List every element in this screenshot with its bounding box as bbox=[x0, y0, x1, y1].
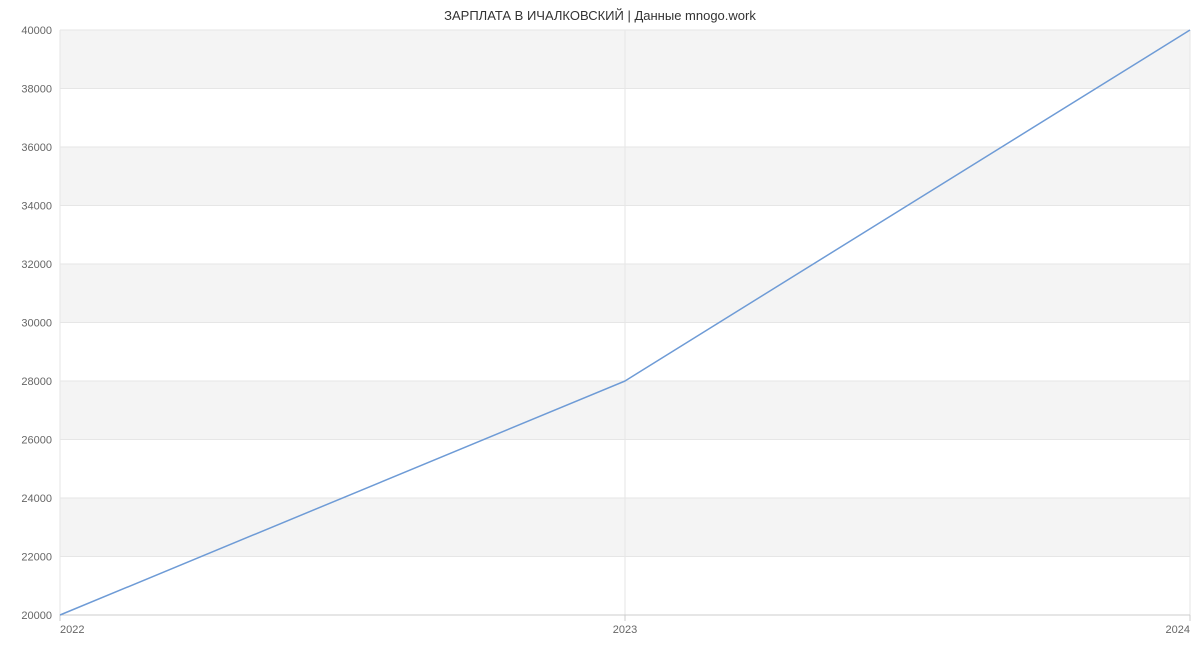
y-tick-label: 38000 bbox=[21, 84, 52, 96]
y-tick-label: 34000 bbox=[21, 201, 52, 213]
y-tick-label: 40000 bbox=[21, 25, 52, 37]
y-tick-label: 32000 bbox=[21, 259, 52, 271]
y-tick-label: 26000 bbox=[21, 435, 52, 447]
x-tick-label: 2022 bbox=[60, 624, 84, 636]
x-tick-label: 2023 bbox=[613, 624, 637, 636]
x-tick-label: 2024 bbox=[1166, 624, 1190, 636]
y-tick-label: 28000 bbox=[21, 376, 52, 388]
chart-svg: 20000 22000 24000 26000 28000 30000 32000 34000… bbox=[0, 0, 1200, 650]
y-tick-label: 30000 bbox=[21, 318, 52, 330]
y-tick-label: 36000 bbox=[21, 142, 52, 154]
y-tick-label: 20000 bbox=[21, 610, 52, 622]
salary-line-chart: ЗАРПЛАТА В ИЧАЛКОВСКИЙ | Данные mnogo.wo… bbox=[0, 0, 1200, 650]
y-tick-label: 22000 bbox=[21, 552, 52, 564]
y-tick-label: 24000 bbox=[21, 493, 52, 505]
